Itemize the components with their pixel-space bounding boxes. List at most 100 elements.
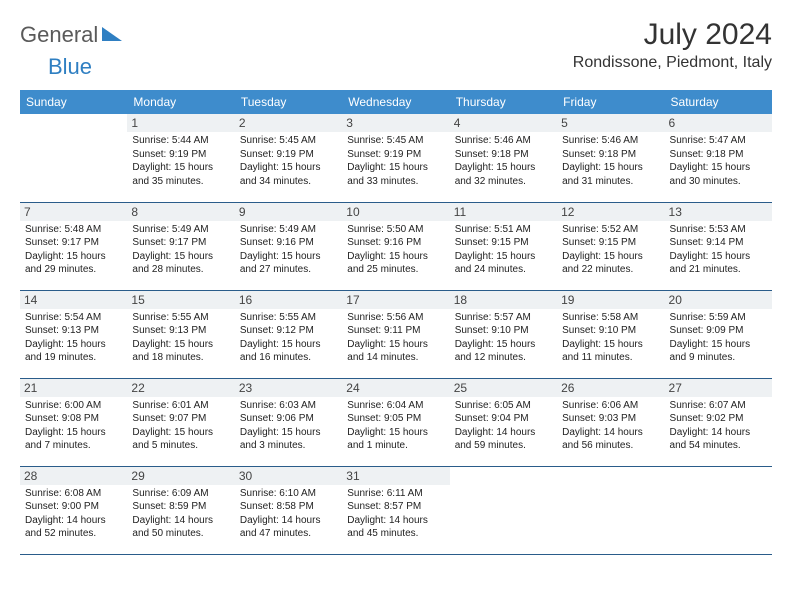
day-info: Sunrise: 5:52 AMSunset: 9:15 PMDaylight:… [562, 223, 659, 277]
day-info: Sunrise: 5:53 AMSunset: 9:14 PMDaylight:… [670, 223, 767, 277]
day-number: 15 [127, 291, 234, 309]
day-cell [557, 466, 664, 554]
day-info: Sunrise: 5:58 AMSunset: 9:10 PMDaylight:… [562, 311, 659, 365]
day-info: Sunrise: 5:45 AMSunset: 9:19 PMDaylight:… [347, 134, 444, 188]
day-number: 29 [127, 467, 234, 485]
day-info: Sunrise: 5:55 AMSunset: 9:13 PMDaylight:… [132, 311, 229, 365]
weekday-header: Monday [127, 90, 234, 114]
day-cell: 26Sunrise: 6:06 AMSunset: 9:03 PMDayligh… [557, 378, 664, 466]
day-cell: 28 Sunrise: 6:08 AMSunset: 9:00 PMDayligh… [20, 466, 127, 554]
day-number: 11 [450, 203, 557, 221]
day-number: 6 [665, 114, 772, 132]
weekday-header-row: Sunday Monday Tuesday Wednesday Thursday… [20, 90, 772, 114]
weekday-header: Sunday [20, 90, 127, 114]
week-row: 1Sunrise: 5:44 AMSunset: 9:19 PMDaylight… [20, 114, 772, 202]
day-info: Sunrise: 6:06 AMSunset: 9:03 PMDaylight:… [562, 399, 659, 453]
week-row: 14 Sunrise: 5:54 AMSunset: 9:13 PMDayligh… [20, 290, 772, 378]
day-number: 18 [450, 291, 557, 309]
day-cell: 2Sunrise: 5:45 AMSunset: 9:19 PMDaylight… [235, 114, 342, 202]
day-cell: 21 Sunrise: 6:00 AMSunset: 9:08 PMDayligh… [20, 378, 127, 466]
day-cell: 20 Sunrise: 5:59 AMSunset: 9:09 PMDayligh… [665, 290, 772, 378]
day-info: Sunrise: 6:08 AMSunset: 9:00 PMDaylight:… [25, 487, 122, 541]
day-info: Sunrise: 6:07 AMSunset: 9:02 PMDaylight:… [670, 399, 767, 453]
calendar-page: General July 2024 Rondissone, Piedmont, … [0, 0, 792, 565]
day-info: Sunrise: 6:05 AMSunset: 9:04 PMDaylight:… [455, 399, 552, 453]
day-cell: 25Sunrise: 6:05 AMSunset: 9:04 PMDayligh… [450, 378, 557, 466]
day-cell: 13Sunrise: 5:53 AMSunset: 9:14 PMDayligh… [665, 202, 772, 290]
day-info: Sunrise: 5:48 AMSunset: 9:17 PMDaylight:… [25, 223, 122, 277]
day-info: Sunrise: 6:10 AMSunset: 8:58 PMDaylight:… [240, 487, 337, 541]
week-row: 21 Sunrise: 6:00 AMSunset: 9:08 PMDayligh… [20, 378, 772, 466]
day-cell: 12 Sunrise: 5:52 AMSunset: 9:15 PMDayligh… [557, 202, 664, 290]
logo-text-general: General [20, 22, 98, 48]
day-number: 3 [342, 114, 449, 132]
day-info: Sunrise: 5:51 AMSunset: 9:15 PMDaylight:… [455, 223, 552, 277]
title-block: July 2024 Rondissone, Piedmont, Italy [573, 18, 772, 72]
day-info: Sunrise: 5:55 AMSunset: 9:12 PMDaylight:… [240, 311, 337, 365]
day-info: Sunrise: 6:00 AMSunset: 9:08 PMDaylight:… [25, 399, 122, 453]
weekday-header: Thursday [450, 90, 557, 114]
day-info: Sunrise: 5:56 AMSunset: 9:11 PMDaylight:… [347, 311, 444, 365]
day-cell: 22Sunrise: 6:01 AMSunset: 9:07 PMDayligh… [127, 378, 234, 466]
weekday-header: Tuesday [235, 90, 342, 114]
day-cell: 30 Sunrise: 6:10 AMSunset: 8:58 PMDayligh… [235, 466, 342, 554]
day-info: Sunrise: 5:49 AMSunset: 9:16 PMDaylight:… [240, 223, 337, 277]
day-number: 2 [235, 114, 342, 132]
day-number: 10 [342, 203, 449, 221]
day-cell: 4 Sunrise: 5:46 AMSunset: 9:18 PMDaylight… [450, 114, 557, 202]
day-cell: 5Sunrise: 5:46 AMSunset: 9:18 PMDaylight… [557, 114, 664, 202]
day-cell: 6 Sunrise: 5:47 AMSunset: 9:18 PMDaylight… [665, 114, 772, 202]
day-info: Sunrise: 5:44 AMSunset: 9:19 PMDaylight:… [132, 134, 229, 188]
calendar-body: 1Sunrise: 5:44 AMSunset: 9:19 PMDaylight… [20, 114, 772, 554]
day-cell: 29Sunrise: 6:09 AMSunset: 8:59 PMDayligh… [127, 466, 234, 554]
day-number: 5 [557, 114, 664, 132]
day-number: 12 [557, 203, 664, 221]
day-cell [665, 466, 772, 554]
day-cell: 7 Sunrise: 5:48 AMSunset: 9:17 PMDaylight… [20, 202, 127, 290]
day-cell: 27 Sunrise: 6:07 AMSunset: 9:02 PMDayligh… [665, 378, 772, 466]
day-number: 28 [20, 467, 127, 485]
day-number: 14 [20, 291, 127, 309]
day-info: Sunrise: 6:01 AMSunset: 9:07 PMDaylight:… [132, 399, 229, 453]
logo: General [20, 18, 124, 48]
week-row: 28 Sunrise: 6:08 AMSunset: 9:00 PMDayligh… [20, 466, 772, 554]
day-cell: 8Sunrise: 5:49 AMSunset: 9:17 PMDaylight… [127, 202, 234, 290]
month-title: July 2024 [573, 18, 772, 52]
day-cell: 15 Sunrise: 5:55 AMSunset: 9:13 PMDayligh… [127, 290, 234, 378]
logo-text-blue: Blue [48, 54, 92, 79]
day-cell: 14 Sunrise: 5:54 AMSunset: 9:13 PMDayligh… [20, 290, 127, 378]
day-info: Sunrise: 6:11 AMSunset: 8:57 PMDaylight:… [347, 487, 444, 541]
day-info: Sunrise: 5:54 AMSunset: 9:13 PMDaylight:… [25, 311, 122, 365]
day-cell: 17 Sunrise: 5:56 AMSunset: 9:11 PMDayligh… [342, 290, 449, 378]
day-cell: 10 Sunrise: 5:50 AMSunset: 9:16 PMDayligh… [342, 202, 449, 290]
weekday-header: Wednesday [342, 90, 449, 114]
day-cell: 23Sunrise: 6:03 AMSunset: 9:06 PMDayligh… [235, 378, 342, 466]
day-info: Sunrise: 5:47 AMSunset: 9:18 PMDaylight:… [670, 134, 767, 188]
day-info: Sunrise: 5:50 AMSunset: 9:16 PMDaylight:… [347, 223, 444, 277]
day-info: Sunrise: 5:49 AMSunset: 9:17 PMDaylight:… [132, 223, 229, 277]
day-info: Sunrise: 6:04 AMSunset: 9:05 PMDaylight:… [347, 399, 444, 453]
day-number: 21 [20, 379, 127, 397]
day-cell: 19Sunrise: 5:58 AMSunset: 9:10 PMDayligh… [557, 290, 664, 378]
day-number: 17 [342, 291, 449, 309]
day-number: 24 [342, 379, 449, 397]
weekday-header: Saturday [665, 90, 772, 114]
day-number: 4 [450, 114, 557, 132]
day-number: 23 [235, 379, 342, 397]
day-number: 27 [665, 379, 772, 397]
day-info: Sunrise: 5:46 AMSunset: 9:18 PMDaylight:… [455, 134, 552, 188]
weekday-header: Friday [557, 90, 664, 114]
day-cell: 18Sunrise: 5:57 AMSunset: 9:10 PMDayligh… [450, 290, 557, 378]
week-row: 7 Sunrise: 5:48 AMSunset: 9:17 PMDaylight… [20, 202, 772, 290]
day-number: 16 [235, 291, 342, 309]
day-cell [20, 114, 127, 202]
day-cell: 9 Sunrise: 5:49 AMSunset: 9:16 PMDaylight… [235, 202, 342, 290]
day-cell: 1Sunrise: 5:44 AMSunset: 9:19 PMDaylight… [127, 114, 234, 202]
day-number: 9 [235, 203, 342, 221]
day-cell [450, 466, 557, 554]
day-number: 7 [20, 203, 127, 221]
day-cell: 31Sunrise: 6:11 AMSunset: 8:57 PMDayligh… [342, 466, 449, 554]
day-number: 20 [665, 291, 772, 309]
day-number: 30 [235, 467, 342, 485]
day-info: Sunrise: 5:59 AMSunset: 9:09 PMDaylight:… [670, 311, 767, 365]
